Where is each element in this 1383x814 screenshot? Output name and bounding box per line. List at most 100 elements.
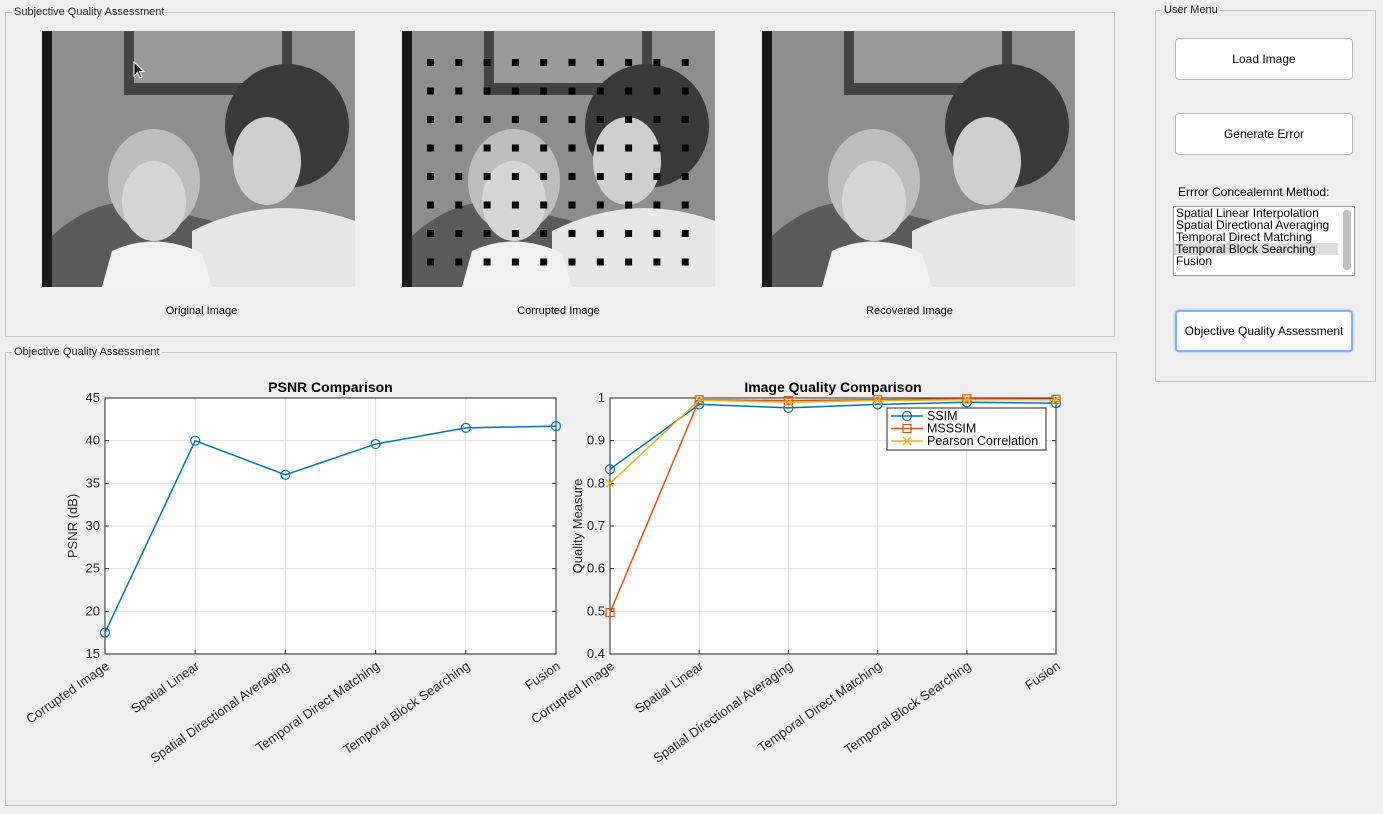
x-tick-label: Spatial Directional Averaging	[651, 658, 796, 765]
error-block	[568, 87, 576, 95]
error-block	[596, 201, 604, 209]
error-block	[540, 59, 548, 66]
y-tick-label: 0.4	[587, 646, 605, 661]
error-block	[596, 230, 604, 237]
chart-1: 15 20 25 30 35 40 45 Corrupted Image Spatial Lin…	[23, 379, 563, 766]
photo-girl-face	[122, 161, 186, 241]
error-block	[653, 116, 661, 123]
generate-error-button[interactable]: Generate Error	[1175, 113, 1353, 155]
circle-marker	[99, 627, 111, 638]
concealment-method-label: Errror Concealemnt Method:	[1178, 185, 1330, 199]
error-block	[455, 144, 463, 152]
y-tick-label: 0.6	[587, 561, 605, 576]
error-block	[653, 230, 661, 237]
method-option[interactable]: Temporal Block Searching	[1174, 243, 1338, 255]
error-block	[596, 173, 604, 180]
photo-girl-shirt	[822, 241, 932, 287]
y-tick-label: 15	[86, 646, 100, 661]
error-block	[511, 87, 519, 95]
chart-title: PSNR Comparison	[268, 379, 392, 395]
method-option[interactable]: Spatial Directional Averaging	[1176, 218, 1330, 232]
concealment-method-listbox[interactable]: Spatial Linear Interpolation Spatial Dir…	[1173, 206, 1355, 276]
x-marker	[873, 396, 883, 406]
listbox-scrollbar[interactable]	[1342, 209, 1352, 273]
photo-scene	[762, 31, 1075, 287]
error-block	[625, 87, 633, 95]
circle-marker	[783, 402, 794, 413]
error-block	[540, 116, 548, 123]
y-axis-label: PSNR (dB)	[65, 494, 80, 558]
corrupted-image-caption: Corrupted Image	[517, 305, 600, 317]
photo-woman-face	[953, 117, 1021, 205]
photo-girl-face	[482, 161, 546, 241]
circle-marker	[604, 464, 616, 475]
photo-left-border	[42, 31, 52, 287]
method-option[interactable]: Spatial Linear Interpolation	[1176, 206, 1319, 220]
error-block	[511, 201, 519, 209]
series-line	[609, 398, 1057, 613]
user-menu-title: User Menu	[1162, 4, 1220, 17]
photo-woman-shirt	[552, 208, 715, 287]
x-tick-label: Spatial Linear	[632, 658, 706, 716]
error-block	[427, 230, 434, 237]
error-block	[681, 144, 689, 152]
y-tick-label: 0.5	[587, 603, 605, 618]
error-block	[455, 116, 463, 123]
scrollbar-thumb[interactable]	[1343, 210, 1351, 270]
error-block	[568, 258, 576, 266]
y-tick-label: 40	[86, 433, 100, 448]
error-block	[681, 201, 689, 209]
square-marker	[902, 423, 912, 434]
x-marker	[902, 436, 912, 446]
method-option[interactable]: Temporal Direct Matching	[1176, 230, 1313, 244]
load-image-button[interactable]: Load Image	[1175, 38, 1353, 80]
error-block	[625, 144, 633, 152]
series-msssim	[605, 394, 1061, 618]
y-tick-label: 45	[86, 390, 100, 405]
photo-woman-shirt	[192, 208, 355, 287]
error-block	[483, 258, 491, 266]
error-block	[540, 144, 548, 152]
error-block	[540, 230, 548, 237]
recovered-image-caption: Recovered Image	[866, 305, 953, 317]
error-block	[568, 59, 576, 66]
series-psnr	[99, 421, 562, 638]
error-block	[483, 173, 491, 180]
corrupted-image	[402, 31, 715, 287]
error-block	[455, 258, 463, 266]
legend-box	[886, 407, 1047, 451]
error-block	[483, 144, 491, 152]
error-block	[483, 230, 491, 237]
photo-woman-face	[593, 117, 661, 205]
photo-scene	[402, 31, 715, 287]
y-tick-label: 30	[86, 518, 100, 533]
error-block	[511, 173, 519, 180]
square-marker	[605, 608, 615, 618]
original-image-caption: Original Image	[165, 305, 238, 317]
x-marker	[962, 395, 972, 405]
error-block	[427, 59, 434, 66]
error-block	[681, 258, 689, 266]
method-option[interactable]: Fusion	[1176, 254, 1213, 268]
error-block	[681, 59, 689, 66]
subjective-panel-title: Subjective Quality Assessment	[12, 6, 167, 19]
square-marker	[872, 395, 883, 405]
error-block	[455, 59, 463, 66]
error-block	[455, 201, 463, 209]
legend-entry: Pearson Correlation	[927, 434, 1038, 448]
error-block	[511, 258, 519, 266]
y-tick-label: 35	[86, 475, 100, 490]
circle-marker	[190, 435, 201, 446]
legend-entry: MSSSIM	[927, 422, 976, 436]
objective-quality-assessment-button[interactable]: Objective Quality Assessment	[1175, 310, 1353, 352]
series-line	[104, 425, 557, 633]
error-block	[568, 201, 576, 209]
y-tick-label: 0.9	[587, 433, 605, 448]
objective-panel-title: Objective Quality Assessment	[12, 346, 162, 359]
error-block	[427, 144, 434, 152]
error-block	[568, 116, 576, 123]
error-block	[653, 144, 661, 152]
error-block	[653, 59, 661, 66]
error-block	[455, 173, 463, 180]
error-block	[625, 230, 633, 237]
